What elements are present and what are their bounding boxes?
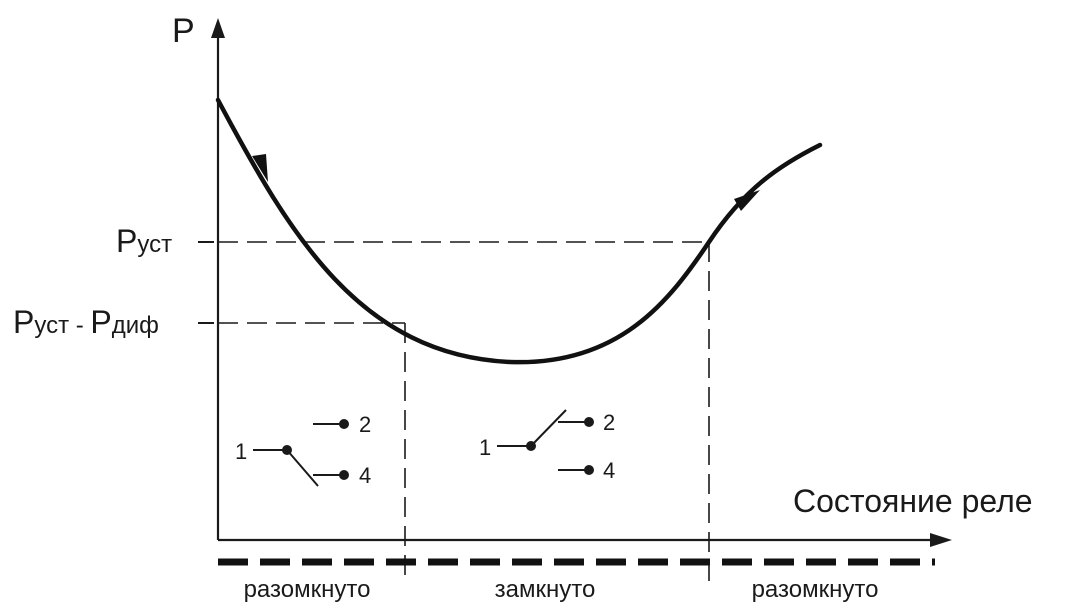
contact-open-dot-nc xyxy=(339,470,349,480)
level-p-set-sub: уст xyxy=(137,231,172,258)
contact-symbol-closed: 1 2 4 xyxy=(479,409,615,483)
contact-closed-dot-no xyxy=(584,417,594,427)
level-p-set-minus-diff-label: Pуст - Pдиф xyxy=(13,304,159,340)
contact-open-pin-nc: 4 xyxy=(359,463,371,488)
contact-closed-pin-nc: 4 xyxy=(603,458,615,483)
curve-direction-arrow-up xyxy=(734,190,760,211)
contact-symbol-open: 1 2 4 xyxy=(235,412,371,488)
level-pdiff-sub: уст xyxy=(34,312,69,339)
contact-open-pin-common: 1 xyxy=(235,439,247,464)
curve-direction-arrow-down xyxy=(252,154,268,182)
x-axis-arrow xyxy=(930,533,952,547)
x-axis-label: Состояние реле xyxy=(793,483,1033,519)
level-p-set-main: P xyxy=(116,223,137,259)
level-pdiff-main2: P xyxy=(90,304,111,340)
state-label-closed: замкнуто xyxy=(495,576,596,603)
level-pdiff-minus: - xyxy=(69,312,90,339)
contact-closed-pin-no: 2 xyxy=(603,410,615,435)
level-pdiff-sub2: диф xyxy=(112,312,159,339)
contact-open-pin-no: 2 xyxy=(359,412,371,437)
contact-closed-pin-common: 1 xyxy=(479,435,491,460)
y-axis-label: P xyxy=(172,12,195,50)
state-label-open-left: разомкнуто xyxy=(244,576,371,603)
state-label-open-right: разомкнуто xyxy=(752,576,879,603)
contact-open-blade xyxy=(286,449,319,487)
contact-closed-dot-nc xyxy=(584,465,594,475)
level-p-set-label: Pуст xyxy=(116,223,172,259)
y-axis-arrow xyxy=(211,18,225,38)
level-pdiff-main: P xyxy=(13,304,34,340)
contact-closed-blade xyxy=(530,409,567,447)
contact-open-dot-no xyxy=(339,419,349,429)
